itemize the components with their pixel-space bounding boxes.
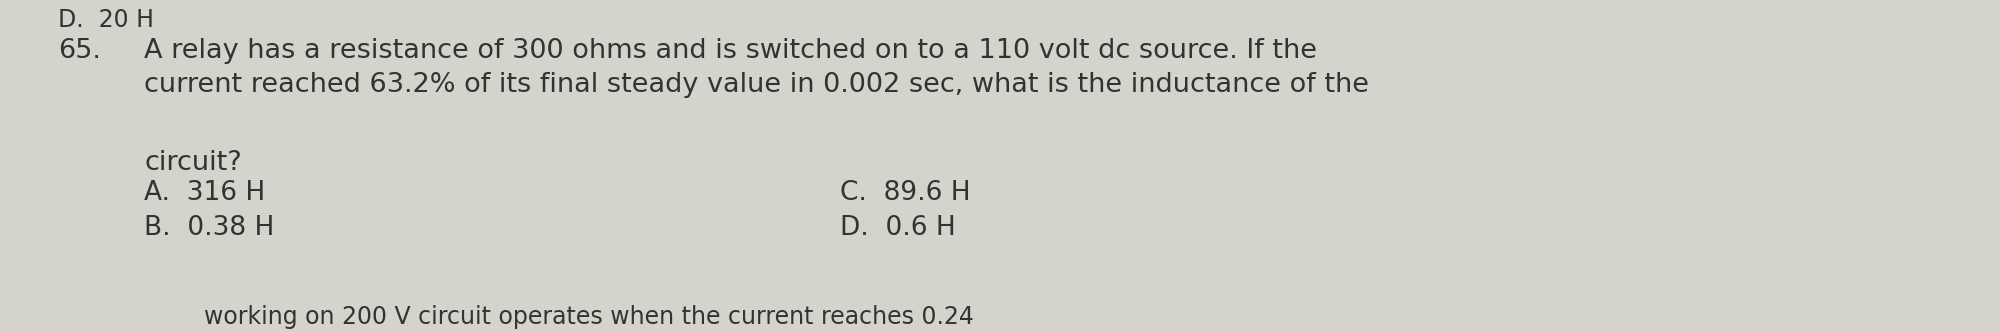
Text: C.  89.6 H: C. 89.6 H xyxy=(840,180,970,206)
Text: A relay has a resistance of 300 ohms and is switched on to a 110 volt dc source.: A relay has a resistance of 300 ohms and… xyxy=(144,38,1316,64)
Text: 65.: 65. xyxy=(58,38,100,64)
Text: A.  316 H: A. 316 H xyxy=(144,180,266,206)
Text: D.  0.6 H: D. 0.6 H xyxy=(840,215,956,241)
Text: D.  20 H: D. 20 H xyxy=(58,8,154,32)
Text: B.  0.38 H: B. 0.38 H xyxy=(144,215,274,241)
Text: circuit?: circuit? xyxy=(144,150,242,176)
Text: current reached 63.2% of its final steady value in 0.002 sec, what is the induct: current reached 63.2% of its final stead… xyxy=(144,72,1368,98)
Text: working on 200 V circuit operates when the current reaches 0.24: working on 200 V circuit operates when t… xyxy=(144,305,974,329)
